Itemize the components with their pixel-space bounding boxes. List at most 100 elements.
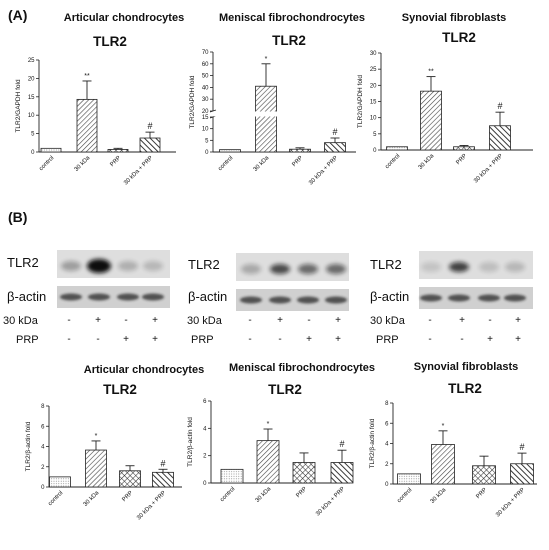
treatment-row-label: 30 kDa [3,315,39,327]
bar-0 [40,147,62,153]
y-tick-label: 8 [385,401,389,407]
cell-title-meniscal: Meniscal fibrochondrocytes [219,12,365,24]
tlr2-band [143,261,163,271]
x-tick-label: PRP [475,487,488,500]
actin-band [420,294,442,302]
bar-3 [510,463,534,485]
treatment-row-label: PRP [191,334,214,346]
chart-title: TLR2 [268,382,302,397]
significance-mark: # [519,442,524,452]
chart-1: TLR2 0 5 10 15 20 25 TLR2/GAPDH fold control ** 30… [15,34,176,186]
bar-3 [489,125,511,151]
treatment-sign: - [428,334,431,345]
x-tick-label: 30 kDa [418,153,436,171]
significance-mark: * [442,423,445,430]
x-tick-label: control [384,153,401,170]
y-tick-label: 0 [31,150,35,156]
treatment-sign: + [306,334,312,345]
treatment-sign: + [335,315,341,326]
significance-mark: # [339,439,344,449]
treatment-row-label: PRP [16,334,39,346]
y-tick-label: 15 [202,115,209,121]
treatment-sign: + [515,334,521,345]
tlr2-band [505,262,525,272]
actin-band [240,296,262,304]
bar-0 [220,468,244,484]
y-axis-label: TLR2/β-actin fold [25,421,32,471]
actin-row-label: β-actin [370,289,409,304]
actin-band [478,294,500,302]
y-tick-label: 5 [205,138,209,144]
x-tick-label: 30 kDa [253,155,271,173]
treatment-sign: - [96,334,99,345]
y-tick-label: 0 [205,150,209,156]
y-tick-label: 20 [370,83,377,89]
treatment-sign: + [515,315,521,326]
bar-1 [431,444,455,485]
y-tick-label: 0 [385,482,389,488]
x-tick-label: PRP [291,155,304,168]
treatment-sign: - [248,334,251,345]
treatment-sign: - [67,334,70,345]
y-axis-label: TLR2/β-actin fold [369,418,376,468]
y-tick-label: 4 [41,445,45,451]
axis-break-gap [214,111,357,117]
y-tick-label: 10 [370,116,377,122]
x-tick-label: control [217,155,234,172]
y-tick-label: 2 [385,462,389,468]
x-tick-label: 30 kDa [74,155,92,173]
treatment-row-label: 30 kDa [370,315,406,327]
actin-band [142,293,164,301]
tlr2-band [326,264,346,274]
treatment-sign: - [307,315,310,326]
actin-band [448,294,470,302]
x-tick-label: 30 kDa + PRP [136,490,167,521]
bar-2 [119,470,141,488]
actin-row-label: β-actin [7,289,46,304]
y-tick-label: 6 [203,399,207,405]
cell-title-synovial-b: Synovial fibroblasts [414,361,519,373]
chart-title: TLR2 [442,30,476,45]
y-tick-label: 4 [385,442,389,448]
treatment-sign: + [95,315,101,326]
y-axis-label: TLR2/GAPDH fold [189,75,196,128]
significance-mark: * [265,56,268,63]
y-tick-label: 0 [203,481,207,487]
treatment-row-label: 30 kDa [187,315,223,327]
treatment-sign: + [123,334,129,345]
y-tick-label: 10 [28,113,35,119]
y-tick-label: 60 [202,62,209,68]
x-tick-label: 30 kDa + PRP [315,486,346,517]
x-tick-label: control [38,155,55,172]
cell-title-meniscal-b: Meniscal fibrochondrocytes [229,362,375,374]
cell-title-synovial: Synovial fibroblasts [402,12,507,24]
y-tick-label: 20 [28,76,35,82]
y-tick-label: 30 [202,97,209,103]
bar-1 [420,90,442,151]
y-tick-label: 0 [41,485,45,491]
actin-band [325,296,347,304]
bar-1 [85,449,107,488]
bar-2 [107,149,129,153]
bar-2 [453,146,475,151]
significance-mark: ** [428,69,434,76]
x-tick-label: 30 kDa + PRP [473,153,504,184]
significance-mark: # [497,101,502,111]
tlr2-band [449,262,469,272]
x-tick-label: 30 kDa + PRP [308,155,339,186]
treatment-sign: + [487,334,493,345]
panel-label-b: (B) [8,209,27,225]
tlr2-band [61,261,81,271]
treatment-sign: - [488,315,491,326]
x-tick-label: 30 kDa + PRP [123,155,154,186]
y-tick-label: 40 [202,85,209,91]
x-tick-label: PRP [295,486,308,499]
treatment-sign: + [152,315,158,326]
tlr2-band [241,264,261,274]
significance-mark: # [332,127,337,137]
treatment-row-label: PRP [376,334,399,346]
bar-0 [386,146,408,151]
actin-band [269,296,291,304]
actin-band [88,293,110,301]
panel-label-a: (A) [8,7,27,23]
